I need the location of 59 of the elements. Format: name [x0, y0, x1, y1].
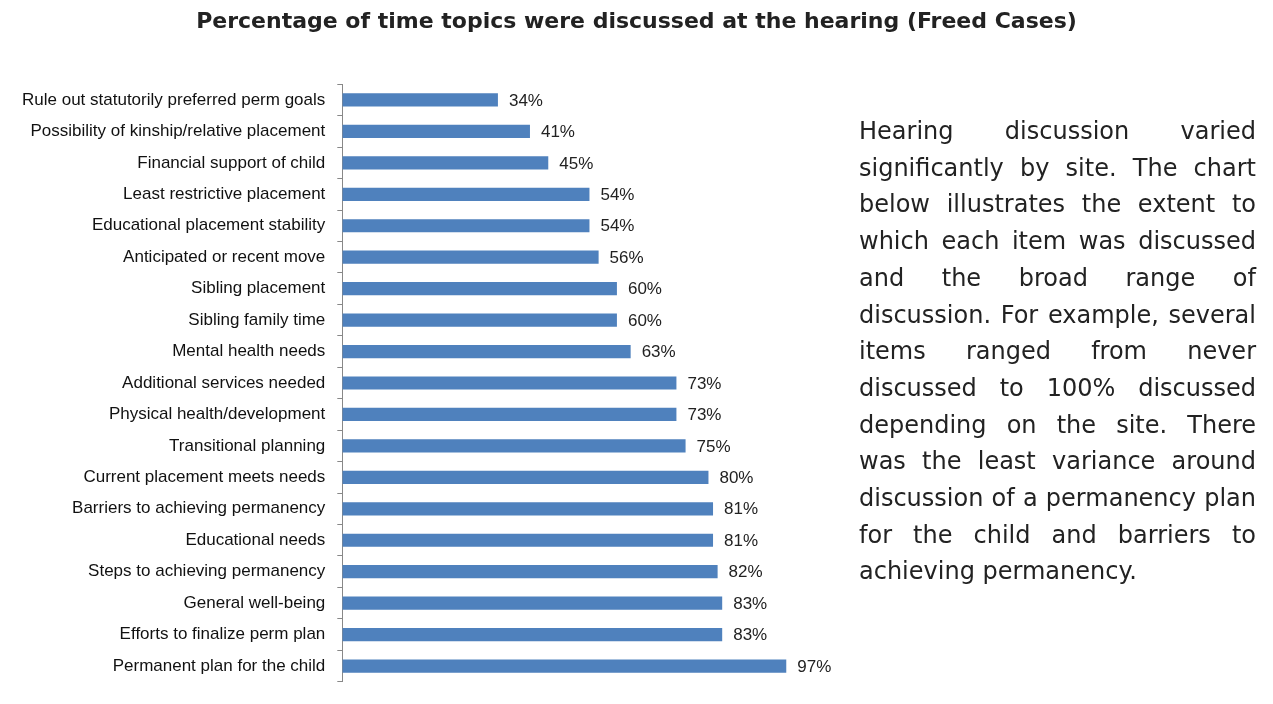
data-label: 56%	[609, 247, 644, 267]
data-label: 73%	[687, 405, 722, 425]
y-tick-label: Permanent plan for the child	[112, 655, 326, 675]
bar	[342, 156, 549, 170]
data-label: 54%	[600, 184, 635, 204]
y-tick-label: Steps to achieving permanency	[88, 561, 326, 581]
data-label: 83%	[733, 593, 768, 613]
data-label: 73%	[687, 373, 722, 393]
data-label: 97%	[797, 656, 832, 676]
y-tick-label: Physical health/development	[108, 404, 326, 424]
y-tick-label: General well-being	[183, 592, 326, 612]
data-label: 45%	[559, 153, 594, 173]
bar	[342, 596, 723, 610]
data-label: 34%	[508, 90, 543, 110]
data-label: 60%	[627, 310, 662, 330]
text: Hearing discussion varied significantly by site. The chart below illustrates the extent to which each item was discussed and the broad range of discussion. For example, several items ranged from never discussed to 100% discussed depending on the site. There was the least variance around discussion of a permanency plan for the child and barriers to achieving permanency.	[859, 117, 1256, 586]
y-tick-label: Rule out statutorily preferred perm goals	[22, 89, 326, 109]
y-tick-label: Additional services needed	[122, 372, 326, 392]
chart-title: Percentage of time topics were discussed at the hearing (Freed Cases)	[195, 8, 1078, 33]
bar	[342, 659, 787, 673]
data-label: 81%	[724, 530, 759, 550]
data-label: 83%	[733, 625, 768, 645]
bar	[342, 628, 723, 642]
data-label: 81%	[724, 499, 759, 519]
bar	[342, 219, 590, 233]
y-tick-label: Least restrictive placement	[123, 183, 326, 203]
y-tick-label: Educational placement stability	[91, 215, 326, 235]
data-label: 54%	[600, 216, 635, 236]
bar	[342, 282, 617, 296]
y-tick-label: Possibility of kinship/relative placement	[30, 121, 326, 141]
y-tick-label: Efforts to finalize perm plan	[119, 624, 326, 644]
y-tick-label: Anticipated or recent move	[123, 246, 326, 266]
data-label: 82%	[728, 562, 763, 582]
bar	[342, 344, 631, 359]
bar	[342, 533, 714, 547]
y-tick-label: Financial support of child	[137, 152, 326, 172]
bar	[342, 376, 677, 390]
y-tick-label: Sibling placement	[191, 278, 326, 298]
data-label: 80%	[719, 468, 754, 488]
y-tick-label: Mental health needs	[172, 341, 326, 361]
bar	[342, 439, 686, 453]
bar	[342, 124, 530, 138]
bar	[342, 93, 498, 107]
bar	[342, 187, 590, 201]
data-label: 60%	[627, 279, 662, 299]
data-label: 63%	[641, 342, 676, 362]
y-tick-label: Barriers to achieving permanency	[72, 498, 326, 518]
y-tick-label: Educational needs	[185, 529, 326, 549]
data-label: 75%	[696, 436, 731, 456]
bar	[342, 250, 599, 264]
y-tick-label: Transitional planning	[169, 435, 326, 455]
bar	[342, 313, 617, 327]
bar	[342, 502, 714, 516]
bar	[342, 470, 709, 484]
y-tick-label: Sibling family time	[188, 309, 326, 329]
bar	[342, 407, 677, 422]
y-tick-label: Current placement meets needs	[83, 467, 326, 487]
data-label: 41%	[540, 122, 575, 142]
bar	[342, 565, 718, 579]
